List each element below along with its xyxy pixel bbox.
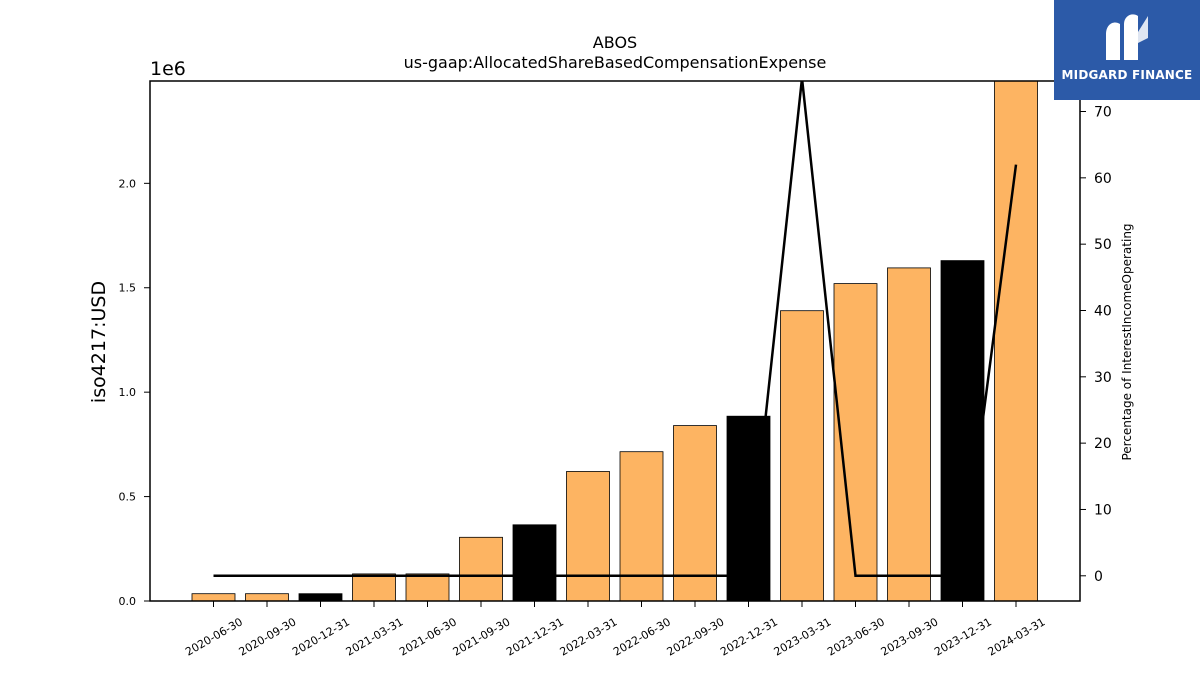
- percentage-line: [213, 81, 1018, 578]
- bar-2021-09-30: [459, 536, 503, 601]
- x-tick-label: 2022-09-30: [665, 615, 727, 658]
- brand-logo: MIDGARD FINANCE: [1054, 0, 1200, 100]
- y-axis-label: iso4217:USD: [88, 281, 110, 403]
- x-tick-label: 2022-06-30: [611, 615, 673, 658]
- y-tick-label: 1.5: [119, 282, 137, 295]
- x-tick-label: 2023-12-31: [932, 615, 994, 658]
- bar-2024-03-31: [994, 81, 1038, 601]
- bar-2023-12-31: [940, 260, 985, 601]
- y-tick-label: 0.0: [119, 595, 137, 608]
- x-tick-label: 2020-09-30: [237, 615, 299, 658]
- bar-2020-06-30: [191, 593, 236, 601]
- x-axis: 2020-06-302020-09-302020-12-312021-03-31…: [183, 601, 1048, 659]
- x-tick-label: 2021-12-31: [504, 615, 566, 658]
- x-tick-label: 2020-12-31: [290, 615, 352, 658]
- y-tick-label: 1.0: [119, 386, 137, 399]
- x-tick-label: 2023-03-31: [772, 615, 834, 658]
- x-tick-label: 2022-03-31: [558, 615, 620, 658]
- line-group: [213, 81, 1018, 578]
- chart-title: ABOS: [593, 33, 637, 52]
- x-tick-label: 2021-03-31: [344, 615, 406, 658]
- y2-tick-label: 0: [1094, 569, 1103, 585]
- bar-2023-09-30: [887, 267, 931, 601]
- y-tick-label: 2.0: [119, 177, 137, 190]
- y-tick-label: 0.5: [119, 491, 137, 504]
- y2-tick-label: 20: [1094, 436, 1112, 452]
- x-tick-label: 2022-12-31: [718, 615, 780, 658]
- chart-subtitle: us-gaap:AllocatedShareBasedCompensationE…: [404, 53, 827, 72]
- y-scale-label: 1e6: [150, 58, 186, 80]
- y2-tick-label: 50: [1094, 237, 1112, 253]
- bar-2022-06-30: [619, 451, 664, 601]
- y2-tick-label: 10: [1094, 502, 1112, 518]
- x-tick-label: 2021-09-30: [451, 615, 513, 658]
- logo-mark-icon: [1106, 14, 1148, 61]
- bar-2023-03-31: [780, 310, 824, 601]
- bar-group: [191, 81, 1038, 601]
- bar-2022-03-31: [566, 471, 610, 601]
- x-tick-label: 2020-06-30: [183, 615, 245, 658]
- x-tick-label: 2021-06-30: [397, 615, 459, 658]
- x-tick-label: 2023-09-30: [879, 615, 941, 658]
- y2-tick-label: 60: [1094, 171, 1112, 187]
- bar-2020-09-30: [245, 593, 289, 601]
- right-axis: 0 10 20 30 40 50 60 70: [1080, 105, 1112, 585]
- bar-2021-06-30: [405, 573, 450, 601]
- x-tick-label: 2024-03-31: [986, 615, 1048, 658]
- y2-tick-label: 40: [1094, 303, 1112, 319]
- bar-2021-12-31: [512, 524, 557, 601]
- left-axis: 0.0 0.5 1.0 1.5 2.0: [119, 177, 150, 608]
- bar-2020-12-31: [298, 593, 343, 601]
- y2-axis-label: Percentage of InterestIncomeOperating: [1120, 223, 1134, 460]
- bar-2021-03-31: [352, 573, 396, 601]
- y2-tick-label: 30: [1094, 370, 1112, 386]
- plot-frame: [149, 80, 1081, 602]
- logo-text: MIDGARD FINANCE: [1061, 68, 1193, 82]
- bar-2022-09-30: [673, 425, 717, 601]
- y2-tick-label: 70: [1094, 105, 1112, 121]
- x-tick-label: 2023-06-30: [825, 615, 887, 658]
